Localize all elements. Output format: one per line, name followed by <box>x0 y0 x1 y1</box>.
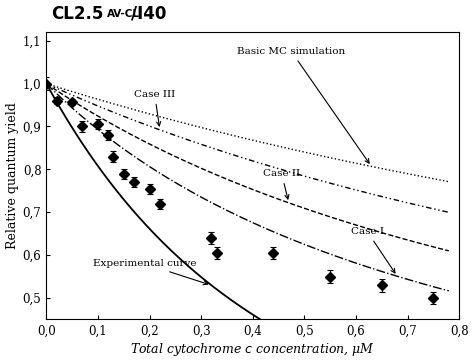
Text: Basic MC simulation: Basic MC simulation <box>237 47 369 163</box>
Text: /I40: /I40 <box>131 5 166 23</box>
Text: Case I: Case I <box>351 227 395 273</box>
Text: Experimental curve: Experimental curve <box>93 259 208 285</box>
Text: CL2.5: CL2.5 <box>51 5 104 23</box>
X-axis label: Total cytochrome $c$ concentration, μM: Total cytochrome $c$ concentration, μM <box>130 341 375 359</box>
Text: Case II: Case II <box>263 169 300 199</box>
Text: Case III: Case III <box>134 90 175 126</box>
Y-axis label: Relative quantum yield: Relative quantum yield <box>6 102 18 249</box>
Text: AV-CL: AV-CL <box>108 9 140 19</box>
